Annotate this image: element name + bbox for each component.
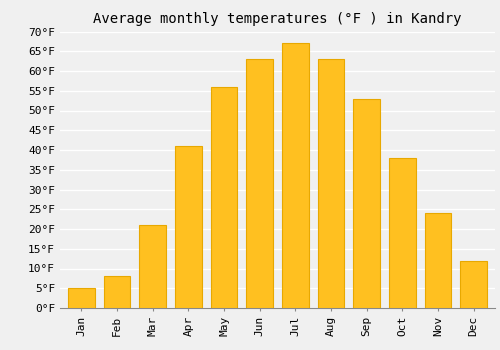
Bar [389,158,415,308]
Bar [175,146,202,308]
Bar [104,276,130,308]
Bar [354,99,380,308]
Bar [282,43,308,308]
Bar [460,261,487,308]
Bar [424,213,452,308]
Bar [246,59,273,308]
Bar [210,87,238,308]
Bar [318,59,344,308]
Bar [68,288,95,308]
Bar [140,225,166,308]
Title: Average monthly temperatures (°F ) in Kandry: Average monthly temperatures (°F ) in Ka… [93,12,462,26]
